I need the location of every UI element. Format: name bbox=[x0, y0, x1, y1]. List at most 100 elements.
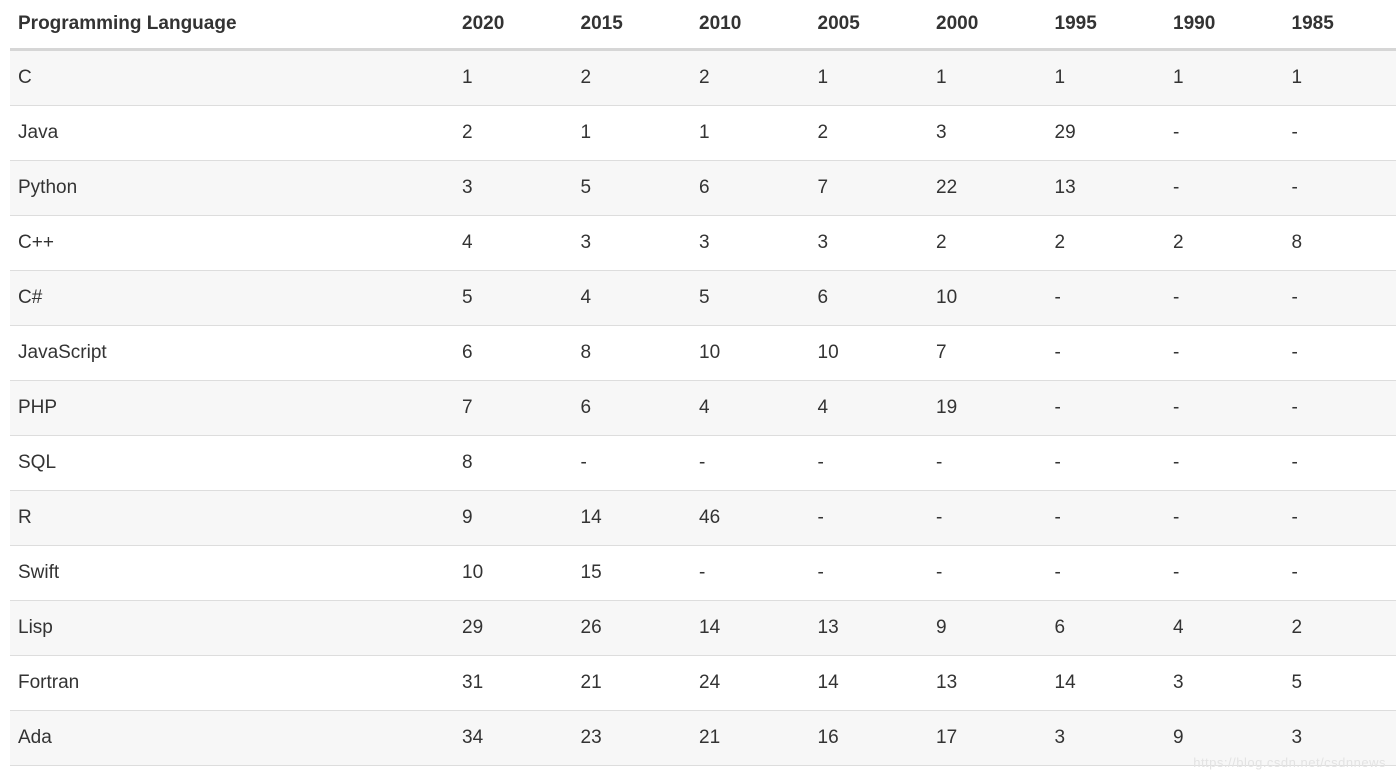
language-cell: SQL bbox=[10, 435, 454, 491]
rank-cell: - bbox=[1165, 490, 1284, 546]
table-header-row: Programming Language 2020 2015 2010 2005 2000… bbox=[10, 0, 1396, 51]
rank-cell: - bbox=[1283, 380, 1396, 436]
rank-cell: - bbox=[691, 435, 810, 491]
rank-cell: 1 bbox=[691, 105, 810, 161]
rank-cell: 5 bbox=[454, 270, 573, 326]
rank-cell: 5 bbox=[572, 160, 691, 216]
table-row: C# 5 4 5 6 10- - - bbox=[10, 270, 1396, 326]
rank-cell: 2 bbox=[928, 215, 1047, 271]
rank-cell: 1 bbox=[928, 49, 1047, 106]
rank-cell: 10 bbox=[454, 545, 573, 601]
language-rankings-table: Programming Language 2020 2015 2010 2005 2000… bbox=[10, 0, 1396, 766]
rank-cell: 9 bbox=[928, 600, 1047, 656]
table-row: Java 2 1 1 2 3 29- - bbox=[10, 105, 1396, 161]
table-row: Swift 10 15- - - - - - bbox=[10, 545, 1396, 601]
rank-cell: 10 bbox=[928, 270, 1047, 326]
rank-cell: 6 bbox=[809, 270, 928, 326]
rank-cell: 29 bbox=[454, 600, 573, 656]
rank-cell: 3 bbox=[809, 215, 928, 271]
table-row: R 9 14 46- - - - - bbox=[10, 490, 1396, 546]
rank-cell: - bbox=[1165, 380, 1284, 436]
rank-cell: - bbox=[1046, 435, 1165, 491]
rank-cell: - bbox=[1165, 325, 1284, 381]
language-cell: Java bbox=[10, 105, 454, 161]
rank-cell: 1 bbox=[809, 49, 928, 106]
rank-cell: - bbox=[691, 545, 810, 601]
rank-cell: 9 bbox=[1165, 710, 1284, 766]
rank-cell: 29 bbox=[1046, 105, 1165, 161]
table-row: PHP 7 6 4 4 19- - - bbox=[10, 380, 1396, 436]
rank-cell: - bbox=[1283, 325, 1396, 381]
col-header-year-2000: 2000 bbox=[928, 0, 1047, 51]
col-header-year-2015: 2015 bbox=[572, 0, 691, 51]
rank-cell: 2 bbox=[1046, 215, 1165, 271]
rank-cell: 1 bbox=[454, 49, 573, 106]
rank-cell: 6 bbox=[691, 160, 810, 216]
rank-cell: - bbox=[1165, 435, 1284, 491]
rank-cell: 9 bbox=[454, 490, 573, 546]
rank-cell: 46 bbox=[691, 490, 810, 546]
rank-cell: 3 bbox=[572, 215, 691, 271]
col-header-year-1990: 1990 bbox=[1165, 0, 1284, 51]
rank-cell: - bbox=[928, 490, 1047, 546]
rank-cell: 8 bbox=[572, 325, 691, 381]
language-cell: Ada bbox=[10, 710, 454, 766]
rank-cell: - bbox=[572, 435, 691, 491]
table-row: Ada 34 23 21 16 17 3 9 3 bbox=[10, 710, 1396, 766]
rank-cell: - bbox=[1283, 545, 1396, 601]
rank-cell: 4 bbox=[809, 380, 928, 436]
table-row: SQL 8- - - - - - - bbox=[10, 435, 1396, 491]
rank-cell: 10 bbox=[809, 325, 928, 381]
rank-cell: 7 bbox=[809, 160, 928, 216]
rank-cell: - bbox=[1283, 490, 1396, 546]
rank-cell: 34 bbox=[454, 710, 573, 766]
rank-cell: - bbox=[1046, 490, 1165, 546]
rank-cell: - bbox=[1046, 325, 1165, 381]
rank-cell: 3 bbox=[454, 160, 573, 216]
rank-cell: 3 bbox=[1165, 655, 1284, 711]
rank-cell: 7 bbox=[928, 325, 1047, 381]
col-header-year-2005: 2005 bbox=[809, 0, 928, 51]
table-row: Fortran 31 21 24 14 13 14 3 5 bbox=[10, 655, 1396, 711]
table-row: C++ 4 3 3 3 2 2 2 8 bbox=[10, 215, 1396, 271]
rank-cell: - bbox=[1165, 545, 1284, 601]
rank-cell: 23 bbox=[572, 710, 691, 766]
rank-cell: 2 bbox=[454, 105, 573, 161]
rank-cell: 1 bbox=[1165, 49, 1284, 106]
table-row: Lisp 29 26 14 13 9 6 4 2 bbox=[10, 600, 1396, 656]
language-cell: C# bbox=[10, 270, 454, 326]
rank-cell: 10 bbox=[691, 325, 810, 381]
rank-cell: 14 bbox=[1046, 655, 1165, 711]
rank-cell: 8 bbox=[454, 435, 573, 491]
rank-cell: 31 bbox=[454, 655, 573, 711]
table-body: C 1 2 2 1 1 1 1 1 Java 2 1 1 2 3 29- - Python 3 5 6 7 22 13- - C+… bbox=[10, 49, 1396, 766]
col-header-year-2010: 2010 bbox=[691, 0, 810, 51]
rank-cell: 5 bbox=[1283, 655, 1396, 711]
rank-cell: 3 bbox=[691, 215, 810, 271]
rank-cell: - bbox=[1165, 105, 1284, 161]
table-row: JavaScript 6 8 10 10 7- - - bbox=[10, 325, 1396, 381]
language-cell: R bbox=[10, 490, 454, 546]
col-header-year-2020: 2020 bbox=[454, 0, 573, 51]
rank-cell: 4 bbox=[572, 270, 691, 326]
rank-cell: - bbox=[809, 545, 928, 601]
rank-cell: 5 bbox=[691, 270, 810, 326]
rank-cell: 2 bbox=[572, 49, 691, 106]
language-cell: PHP bbox=[10, 380, 454, 436]
rank-cell: - bbox=[809, 435, 928, 491]
table-row: Python 3 5 6 7 22 13- - bbox=[10, 160, 1396, 216]
rank-cell: 14 bbox=[691, 600, 810, 656]
rank-cell: 14 bbox=[809, 655, 928, 711]
language-cell: C bbox=[10, 49, 454, 106]
rank-cell: 13 bbox=[1046, 160, 1165, 216]
rank-cell: 14 bbox=[572, 490, 691, 546]
rank-cell: 21 bbox=[691, 710, 810, 766]
rank-cell: 7 bbox=[454, 380, 573, 436]
rank-cell: - bbox=[1046, 270, 1165, 326]
language-cell: Python bbox=[10, 160, 454, 216]
language-cell: JavaScript bbox=[10, 325, 454, 381]
rank-cell: - bbox=[928, 545, 1047, 601]
language-cell: Fortran bbox=[10, 655, 454, 711]
